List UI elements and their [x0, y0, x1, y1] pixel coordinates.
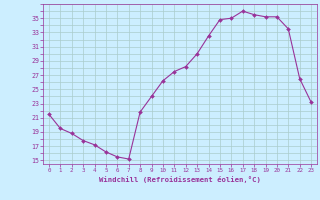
- X-axis label: Windchill (Refroidissement éolien,°C): Windchill (Refroidissement éolien,°C): [99, 176, 261, 183]
